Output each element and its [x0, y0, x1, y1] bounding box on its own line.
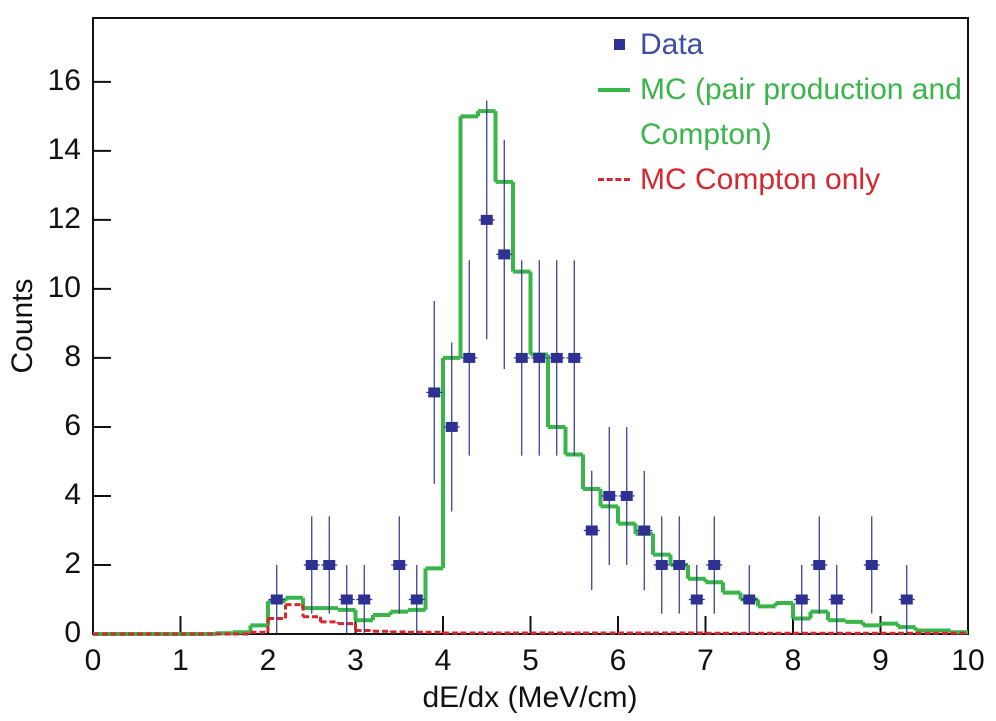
data-point — [568, 352, 581, 363]
data-point — [830, 594, 843, 605]
legend-swatch — [598, 178, 630, 181]
legend-label: Data — [640, 28, 704, 61]
legend-swatch — [614, 39, 625, 50]
data-point — [340, 594, 353, 605]
x-tick-label: 1 — [172, 644, 189, 677]
y-tick-label: 16 — [48, 64, 81, 97]
x-tick-label: 10 — [951, 644, 984, 677]
data-point — [463, 352, 476, 363]
legend: Data MC (pair production and Compton) MC… — [590, 22, 970, 202]
data-point — [638, 525, 651, 536]
x-tick-label: 7 — [697, 644, 714, 677]
data-point — [428, 387, 441, 398]
data-point — [533, 352, 546, 363]
data-point — [410, 594, 423, 605]
data-point — [498, 249, 511, 260]
data-point — [900, 594, 913, 605]
x-tick-label: 3 — [347, 644, 364, 677]
legend-item: MC Compton only — [590, 157, 970, 202]
data-point — [550, 352, 563, 363]
data-point — [603, 490, 616, 501]
y-tick-label: 6 — [64, 409, 81, 442]
x-tick-label: 6 — [610, 644, 627, 677]
y-tick-label: 12 — [48, 202, 81, 235]
legend-item: MC (pair production and Compton) — [590, 67, 970, 157]
y-axis-title: Counts — [6, 278, 39, 373]
data-point — [673, 559, 686, 570]
x-tick-label: 9 — [872, 644, 889, 677]
x-tick-label: 2 — [260, 644, 277, 677]
y-tick-label: 10 — [48, 271, 81, 304]
y-tick-label: 4 — [64, 478, 81, 511]
legend-item: Data — [590, 22, 970, 67]
data-point — [585, 525, 598, 536]
data-point — [743, 594, 756, 605]
data-point — [393, 559, 406, 570]
legend-label: MC Compton only — [640, 163, 881, 196]
y-tick-label: 2 — [64, 547, 81, 580]
data-point — [690, 594, 703, 605]
data-point — [515, 352, 528, 363]
y-tick-label: 0 — [64, 616, 81, 649]
x-axis-title: dE/dx (MeV/cm) — [422, 681, 637, 714]
legend-label: MC (pair production and Compton) — [640, 73, 962, 151]
data-point — [865, 559, 878, 570]
y-tick-label: 14 — [48, 133, 81, 166]
x-tick-label: 5 — [522, 644, 539, 677]
data-point — [655, 559, 668, 570]
data-point — [620, 490, 633, 501]
data-point — [795, 594, 808, 605]
x-tick-label: 4 — [435, 644, 452, 677]
data-point — [708, 559, 721, 570]
data-point — [813, 559, 826, 570]
data-point — [358, 594, 371, 605]
legend-swatch — [598, 88, 630, 92]
y-tick-label: 8 — [64, 340, 81, 373]
data-point — [480, 214, 493, 225]
data-point — [323, 559, 336, 570]
x-tick-label: 0 — [85, 644, 102, 677]
data-point — [305, 559, 318, 570]
x-tick-label: 8 — [785, 644, 802, 677]
data-point — [270, 594, 283, 605]
data-point — [445, 421, 458, 432]
